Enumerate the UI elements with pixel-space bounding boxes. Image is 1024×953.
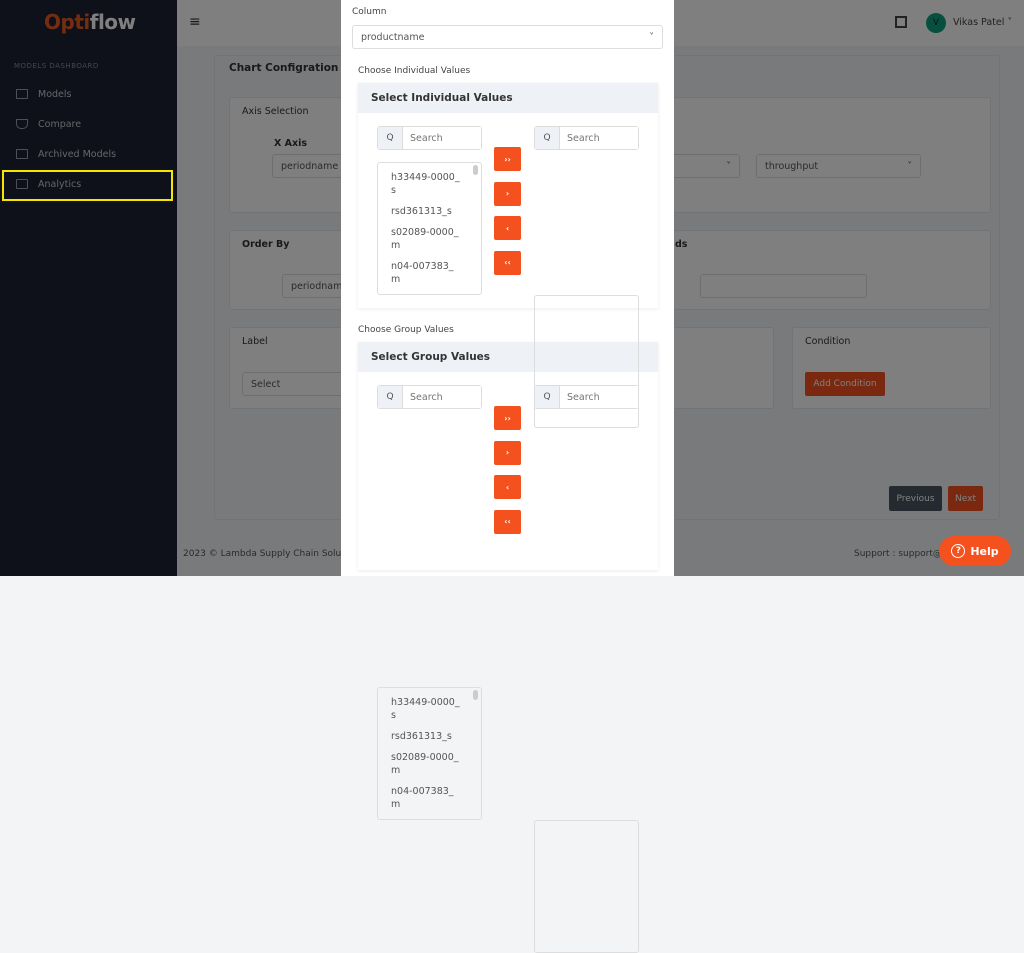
highlight-box [2,170,173,201]
list-item[interactable]: h33449-0000_s [391,172,460,196]
group-target-search[interactable]: Q [534,385,639,409]
individual-move-right-button[interactable]: › [494,181,521,206]
individual-caption: Choose Individual Values [358,66,471,76]
list-item[interactable]: h33449-0000_s [391,697,460,721]
list-item[interactable]: n04-007383_m [391,261,454,285]
individual-target-search[interactable]: Q [534,126,639,150]
list-item[interactable]: h33898- [391,294,461,295]
individual-source-list[interactable]: h33449-0000_s rsd361313_s s02089-0000_m n04… [377,162,482,295]
search-input[interactable] [560,127,638,149]
individual-move-all-left-button[interactable]: ‹‹ [494,250,521,275]
individual-target-list[interactable] [534,295,639,428]
search-input[interactable] [403,127,481,149]
search-input[interactable] [403,386,481,408]
column-label: Column [352,7,387,17]
list-item[interactable]: rsd361313_s [391,731,452,742]
search-icon: Q [378,127,403,149]
panel-title: Select Group Values [358,342,658,372]
help-button[interactable]: ? Help [939,536,1011,566]
group-move-all-left-button[interactable]: ‹‹ [494,509,521,534]
search-icon: Q [535,386,560,408]
group-target-list[interactable] [534,820,639,953]
group-source-list[interactable]: h33449-0000_s rsd361313_s s02089-0000_m n04… [377,687,482,820]
list-item[interactable]: s02089-0000_m [391,752,459,776]
group-caption: Choose Group Values [358,325,454,335]
list-item[interactable]: s02089-0000_m [391,227,459,251]
individual-source-search[interactable]: Q [377,126,482,150]
search-icon: Q [535,127,560,149]
values-modal: Column productname ˅ Choose Individual Va… [341,0,674,576]
scrollbar[interactable] [473,165,478,175]
list-item[interactable]: n04-007383_m [391,786,454,810]
list-item[interactable]: h33898- [391,819,461,820]
individual-move-left-button[interactable]: ‹ [494,216,521,240]
group-source-search[interactable]: Q [377,385,482,409]
individual-move-all-right-button[interactable]: ›› [494,147,521,171]
help-icon: ? [951,544,966,558]
panel-title: Select Individual Values [358,83,658,113]
search-icon: Q [378,386,403,408]
list-item[interactable]: rsd361313_s [391,206,452,217]
group-move-left-button[interactable]: ‹ [494,475,521,499]
search-input[interactable] [560,386,638,408]
group-move-all-right-button[interactable]: ›› [494,406,521,430]
group-move-right-button[interactable]: › [494,440,521,465]
column-select[interactable]: productname ˅ [352,25,663,49]
scrollbar[interactable] [473,690,478,700]
